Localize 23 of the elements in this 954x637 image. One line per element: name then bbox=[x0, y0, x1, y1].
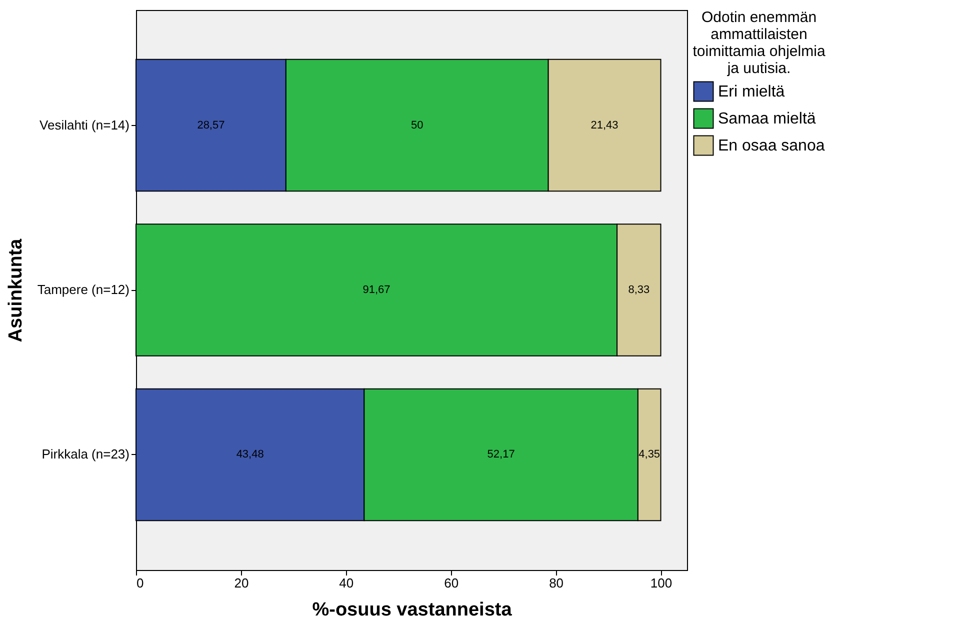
data-label: 91,67 bbox=[362, 284, 390, 296]
legend-label: Eri mieltä bbox=[718, 84, 785, 100]
legend-title: Odotin enemmän ammattilaisten toimittamia ohjelmia ja uutisia. bbox=[692, 9, 826, 77]
x-tick-label: 80 bbox=[549, 576, 564, 590]
data-label: 28,57 bbox=[197, 119, 225, 132]
x-tick-label: 0 bbox=[136, 576, 144, 590]
x-tick-label: 60 bbox=[444, 576, 459, 590]
data-label: 8,33 bbox=[628, 284, 650, 296]
data-label: 4,35 bbox=[638, 448, 660, 461]
x-tick-label: 40 bbox=[339, 576, 354, 590]
y-axis-title: Asuinkunta bbox=[5, 238, 26, 342]
x-axis-title: %-osuus vastanneista bbox=[312, 600, 512, 620]
legend-label: En osaa sanoa bbox=[718, 138, 825, 154]
x-tick-label: 20 bbox=[234, 576, 249, 590]
data-label: 43,48 bbox=[236, 448, 264, 461]
y-tick-label: Tampere (n=12) bbox=[37, 282, 130, 297]
data-label: 21,43 bbox=[590, 119, 618, 132]
data-label: 50 bbox=[410, 119, 424, 132]
x-tick-label: 100 bbox=[650, 576, 672, 590]
data-label: 52,17 bbox=[487, 448, 515, 461]
y-tick-label: Pirkkala (n=23) bbox=[42, 446, 130, 462]
y-tick-label: Vesilahti (n=14) bbox=[40, 117, 130, 132]
legend-label: Samaa mieltä bbox=[718, 110, 816, 128]
